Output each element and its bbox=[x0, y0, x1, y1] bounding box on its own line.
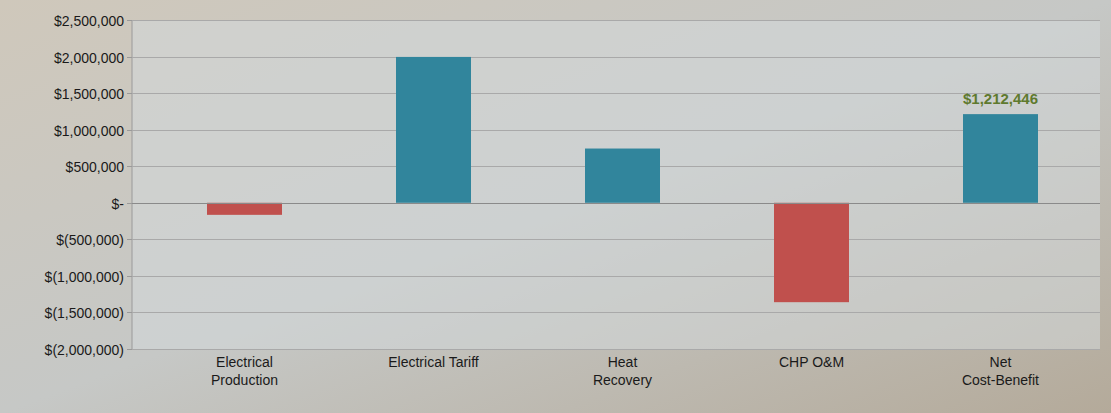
y-tick-label: $2,500,000 bbox=[54, 13, 124, 29]
bars bbox=[207, 57, 1038, 302]
y-axis-line bbox=[132, 20, 133, 349]
grid-line bbox=[132, 312, 1100, 313]
y-tick-label: $- bbox=[112, 196, 125, 212]
tick-mark bbox=[127, 93, 132, 94]
background bbox=[0, 0, 1111, 413]
grid-line bbox=[132, 20, 1100, 21]
y-tick-label: $1,500,000 bbox=[54, 86, 124, 102]
x-tick-label: ElectricalProduction bbox=[211, 354, 278, 388]
tick-mark bbox=[127, 166, 132, 167]
grid-line bbox=[132, 203, 1100, 204]
zero-line bbox=[132, 203, 1100, 204]
y-tick-label: $(2,000,000) bbox=[45, 342, 124, 358]
y-tick-label: $500,000 bbox=[66, 159, 125, 175]
tick-mark bbox=[127, 203, 132, 204]
tick-mark bbox=[127, 130, 132, 131]
grid-line bbox=[132, 239, 1100, 240]
tick-mark bbox=[127, 20, 132, 21]
grid-line bbox=[132, 57, 1100, 58]
tick-mark bbox=[127, 239, 132, 240]
bar bbox=[207, 203, 282, 215]
tick-mark bbox=[127, 312, 132, 313]
bar bbox=[774, 203, 849, 302]
grid-line bbox=[132, 276, 1100, 277]
x-tick-label: CHP O&M bbox=[779, 354, 844, 370]
y-tick-label: $(500,000) bbox=[56, 232, 124, 248]
labels: ElectricalProduction Electrical Tariff Hea… bbox=[211, 90, 1039, 388]
y-ticks: $(2,000,000) $(1,500,000) $(1,000,000) $(50… bbox=[45, 13, 1100, 358]
y-tick-label: $2,000,000 bbox=[54, 50, 124, 66]
x-tick-label: Electrical Tariff bbox=[388, 354, 479, 370]
grid-line bbox=[132, 93, 1100, 94]
plot-area bbox=[132, 20, 1100, 349]
tick-mark bbox=[127, 276, 132, 277]
grid-line bbox=[132, 349, 1100, 350]
bar bbox=[585, 149, 660, 203]
chart: $(2,000,000) $(1,500,000) $(1,000,000) $(50… bbox=[0, 0, 1111, 413]
tick-mark bbox=[127, 57, 132, 58]
bar bbox=[396, 57, 471, 203]
y-tick-label: $(1,000,000) bbox=[45, 269, 124, 285]
data-label: $1,212,446 bbox=[963, 90, 1038, 107]
x-tick-label: HeatRecovery bbox=[593, 354, 652, 388]
tick-mark bbox=[127, 349, 132, 350]
bar bbox=[963, 114, 1038, 203]
grid-line bbox=[132, 130, 1100, 131]
y-tick-label: $(1,500,000) bbox=[45, 305, 124, 321]
y-tick-label: $1,000,000 bbox=[54, 123, 124, 139]
x-tick-label: NetCost-Benefit bbox=[962, 354, 1039, 388]
